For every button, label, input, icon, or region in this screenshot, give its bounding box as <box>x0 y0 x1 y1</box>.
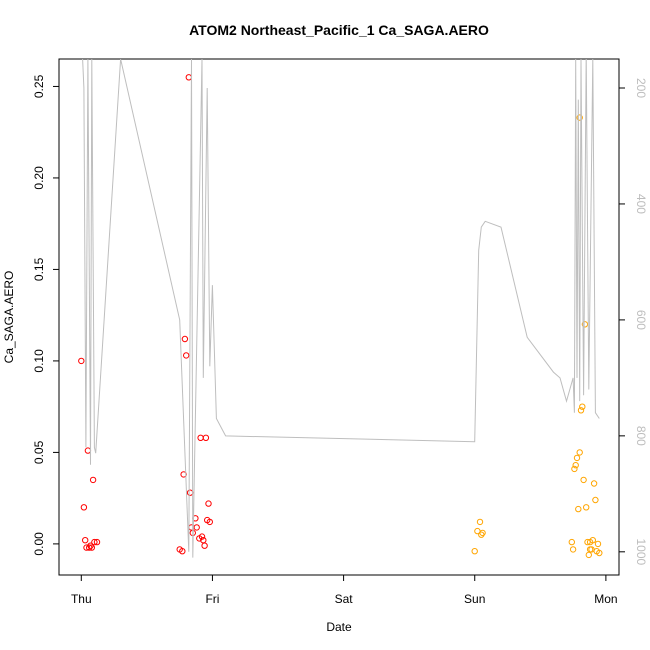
data-point <box>202 434 210 441</box>
x-axis: Thu Fri Sat Sun Mon <box>71 575 618 606</box>
data-point <box>193 524 200 531</box>
y-axis: 0.00 0.05 0.10 0.15 0.20 0.25 <box>32 74 59 556</box>
data-point <box>478 531 485 538</box>
data-point <box>205 500 212 507</box>
y-right-tick-label: 1000 <box>634 538 648 565</box>
data-point <box>479 529 486 537</box>
data-point <box>572 462 579 469</box>
data-point <box>93 538 101 546</box>
y-right-tick-label: 400 <box>634 194 648 214</box>
data-point <box>80 504 88 511</box>
data-point <box>88 544 96 551</box>
data-point <box>575 505 582 513</box>
chart-title: ATOM2 Northeast_Pacific_1 Ca_SAGA.AERO <box>189 22 489 38</box>
data-point <box>89 476 97 484</box>
data-point <box>82 537 89 544</box>
y-axis-label: Ca_SAGA.AERO <box>2 271 16 364</box>
series-orange-points <box>471 114 603 559</box>
data-point <box>590 480 598 487</box>
y-tick-label: 0.10 <box>32 349 46 373</box>
y-tick-label: 0.05 <box>32 440 46 464</box>
x-tick-label: Mon <box>594 592 617 606</box>
data-point <box>91 538 98 546</box>
data-point <box>569 546 577 553</box>
x-tick-label: Thu <box>71 592 92 606</box>
plot-box <box>58 58 620 576</box>
series-gray-line <box>82 59 600 558</box>
data-point <box>576 114 583 121</box>
y-tick-label: 0.00 <box>32 532 46 556</box>
data-point <box>592 496 599 504</box>
series-line <box>82 59 600 558</box>
data-point <box>198 533 206 540</box>
y-right-tick-label: 600 <box>634 310 648 330</box>
data-point <box>183 352 190 359</box>
data-point <box>180 471 187 478</box>
data-point <box>583 504 590 511</box>
y-right-tick-label: 200 <box>634 78 648 98</box>
data-point <box>596 549 603 557</box>
data-point <box>589 537 596 544</box>
data-point <box>581 321 589 328</box>
data-point <box>201 542 208 549</box>
data-point <box>579 403 586 410</box>
data-point <box>576 449 583 456</box>
y-tick-label: 0.15 <box>32 257 46 281</box>
data-point <box>571 465 578 473</box>
data-point <box>206 518 214 526</box>
data-point <box>573 454 581 462</box>
y-axis-right: 200 400 600 800 1000 <box>619 78 648 565</box>
data-point <box>476 518 484 526</box>
data-point <box>584 538 591 546</box>
data-point <box>78 357 85 365</box>
data-point <box>577 407 585 414</box>
series-layer <box>78 59 603 559</box>
data-point <box>580 476 587 484</box>
data-point <box>594 540 602 548</box>
data-point <box>471 548 478 555</box>
x-tick-label: Sat <box>335 592 354 606</box>
data-point <box>181 335 189 343</box>
x-axis-label: Date <box>326 620 352 634</box>
y-tick-label: 0.20 <box>32 166 46 190</box>
y-tick-label: 0.25 <box>32 74 46 98</box>
x-tick-label: Sun <box>464 592 485 606</box>
x-tick-label: Fri <box>205 592 219 606</box>
y-right-tick-label: 800 <box>634 426 648 446</box>
data-point <box>179 548 186 555</box>
data-point <box>568 538 575 546</box>
